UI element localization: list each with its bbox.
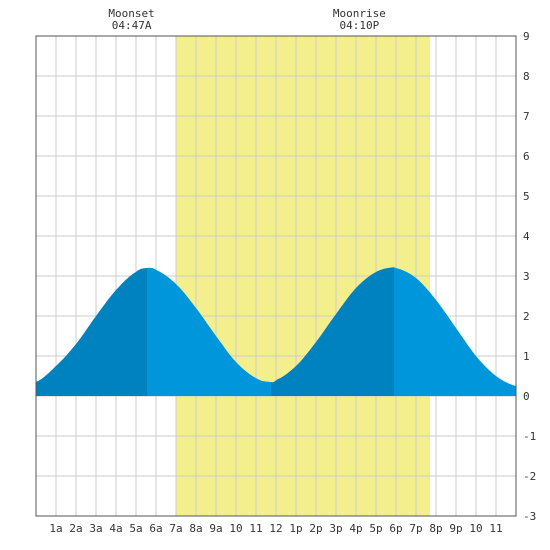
tide-segment-rising [271, 267, 394, 396]
x-tick-label: 2a [69, 522, 82, 535]
x-tick-label: 2p [309, 522, 322, 535]
x-tick-label: 7p [409, 522, 422, 535]
tide-segment-falling [394, 267, 516, 396]
tide-segment-rising [36, 268, 147, 396]
frame-rect [35, 35, 517, 517]
x-axis-ticks: 1a 2a 3a 4a 5a 6a 7a 8a 9a 10 11 12 1p 2p 3p 4p 5p 6p 7p 8p… [49, 522, 502, 535]
x-tick-label: 1p [289, 522, 302, 535]
tide-segment-falling [147, 267, 271, 396]
y-tick-label: 6 [523, 150, 530, 163]
x-tick-label: 9p [449, 522, 462, 535]
moon-event-label: Moonrise [333, 7, 386, 20]
y-tick-label: 5 [523, 190, 530, 203]
x-tick-label: 11 [489, 522, 502, 535]
y-tick-label: 8 [523, 70, 530, 83]
y-tick-label: -3 [523, 510, 536, 523]
x-tick-label: 4a [109, 522, 122, 535]
x-tick-label: 12 [269, 522, 282, 535]
y-tick-label: 1 [523, 350, 530, 363]
x-tick-label: 5a [129, 522, 142, 535]
y-tick-label: 4 [523, 230, 530, 243]
tide-area [36, 267, 516, 396]
x-tick-label: 4p [349, 522, 362, 535]
moon-event-time: 04:10P [340, 19, 380, 32]
y-tick-label: 3 [523, 270, 530, 283]
x-tick-label: 6a [149, 522, 162, 535]
y-tick-label: 0 [523, 390, 530, 403]
y-tick-label: 9 [523, 30, 530, 43]
y-tick-label: 7 [523, 110, 530, 123]
x-tick-label: 10 [469, 522, 482, 535]
moon-event-time: 04:47A [112, 19, 152, 32]
x-tick-label: 6p [389, 522, 402, 535]
x-tick-label: 7a [169, 522, 182, 535]
x-tick-label: 5p [369, 522, 382, 535]
x-tick-label: 10 [229, 522, 242, 535]
x-tick-label: 3p [329, 522, 342, 535]
y-tick-label: 2 [523, 310, 530, 323]
grid [36, 36, 516, 516]
y-tick-label: -1 [523, 430, 536, 443]
x-tick-label: 9a [209, 522, 222, 535]
x-tick-label: 8p [429, 522, 442, 535]
x-tick-label: 1a [49, 522, 62, 535]
y-axis-ticks: -3 -2 -1 0 1 2 3 4 5 6 7 8 9 [523, 30, 536, 523]
plot-frame [35, 35, 517, 517]
y-tick-label: -2 [523, 470, 536, 483]
x-tick-label: 3a [89, 522, 102, 535]
moon-event-label: Moonset [108, 7, 154, 20]
x-tick-label: 11 [249, 522, 262, 535]
x-tick-label: 8a [189, 522, 202, 535]
